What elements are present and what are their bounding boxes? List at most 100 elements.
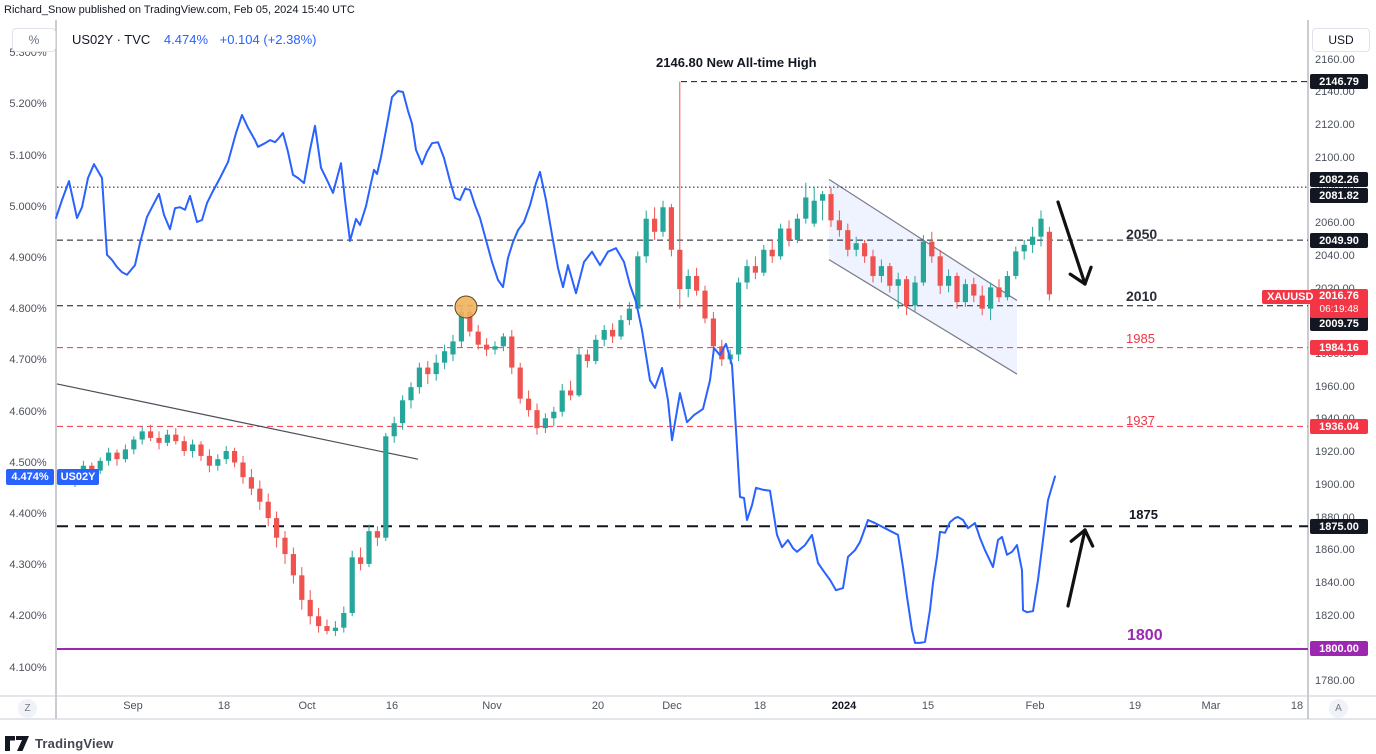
candle-body (920, 241, 926, 283)
candle-body (895, 279, 901, 286)
left-axis-unit-button[interactable]: % (12, 28, 56, 52)
left-axis-tick: 4.100% (9, 662, 47, 674)
candle-body (794, 218, 800, 240)
left-axis-tick: 5.000% (9, 201, 47, 213)
candle-body (299, 575, 305, 600)
candle-body (694, 275, 700, 291)
time-axis-tick-16: 16 (385, 700, 399, 712)
candle-body (652, 218, 658, 232)
left-axis-tick: 4.200% (9, 610, 47, 622)
time-axis-tick-Oct: Oct (298, 700, 316, 712)
right-axis-tick: 2140.00 (1315, 86, 1355, 98)
legend-symbol[interactable]: US02Y · TVC (72, 32, 151, 47)
candle-body (576, 354, 582, 396)
left-axis-tick: 5.100% (9, 150, 47, 162)
candle-body (416, 367, 422, 388)
candle-body (702, 290, 708, 319)
candle-body (89, 465, 95, 471)
right-axis-tick: 2100.00 (1315, 152, 1355, 164)
annotation-text-1800: 1800 (1127, 627, 1163, 644)
candle-body (862, 243, 868, 257)
price-level-label-1875.00: 1875.00 (1310, 519, 1368, 534)
parallel-channel-bottom-line[interactable] (828, 259, 1018, 375)
tradingview-logo-icon (5, 736, 29, 751)
candle-body (156, 437, 162, 443)
candle-body (383, 436, 389, 538)
candle-body (979, 295, 985, 309)
left-axis-tick: 4.500% (9, 457, 47, 469)
annotation-arrow-up[interactable] (1066, 528, 1095, 608)
candle-body (618, 320, 624, 337)
footer-brand[interactable]: TradingView (5, 735, 114, 752)
candle-body (366, 531, 372, 564)
candle-body (332, 627, 338, 631)
candle-body (610, 329, 616, 337)
candle-body (534, 410, 540, 429)
candle-body (584, 354, 590, 362)
candle-body (181, 441, 187, 452)
legend-last-value: 4.474% (163, 32, 208, 47)
candle-body (551, 411, 557, 419)
candle-body (97, 460, 103, 471)
arrow-head (1083, 265, 1093, 286)
candle-body (677, 249, 683, 290)
candle-body (769, 249, 775, 257)
candle-body (358, 557, 364, 564)
candle-body (139, 431, 145, 440)
candle-body (929, 241, 935, 257)
right-axis-tick: 1840.00 (1315, 577, 1355, 589)
candle-body (316, 616, 322, 627)
line-series-us02y[interactable] (55, 90, 1056, 644)
candle-body (408, 387, 414, 401)
price-level-label-2081.82: 2081.82 (1310, 188, 1368, 203)
auto-scale-button[interactable]: A (1329, 699, 1348, 718)
candle-body (685, 275, 691, 290)
publication-banner: Richard_Snow published on TradingView.co… (4, 4, 355, 16)
candle-body (106, 452, 112, 461)
candle-body (744, 266, 750, 283)
annotation-arrow-down[interactable] (1056, 200, 1093, 286)
candle-body (240, 462, 246, 478)
annotation-text-1937: 1937 (1126, 413, 1155, 428)
current-price-label: 2016.76 06:19:48 (1310, 289, 1368, 318)
annotation-text-2146-80-new-all-time-high: 2146.80 New All-time High (656, 55, 817, 70)
right-axis-tick: 1960.00 (1315, 381, 1355, 393)
candle-body (559, 390, 565, 412)
right-axis-tick: 1820.00 (1315, 610, 1355, 622)
candle-body (190, 444, 196, 452)
circle-highlight-marker[interactable] (454, 295, 478, 319)
left-axis-series-flag: US02Y (57, 469, 99, 485)
candle-body (492, 346, 498, 350)
left-axis-tick: 4.700% (9, 354, 47, 366)
arrow-head (1069, 528, 1087, 543)
candle-body (626, 308, 632, 321)
time-axis-tick-Nov: Nov (482, 700, 502, 712)
symbol-legend[interactable]: US02Y · TVC 4.474% +0.104 (+2.38%) (72, 32, 316, 47)
timezone-button[interactable]: Z (18, 699, 37, 718)
time-axis-tick-Feb: Feb (1025, 700, 1045, 712)
candle-body (223, 451, 229, 460)
right-axis-unit-button[interactable]: USD (1312, 28, 1370, 52)
candle-body (761, 249, 767, 273)
footer-brand-text: TradingView (35, 736, 114, 751)
candle-body (500, 336, 506, 347)
candle-body (324, 626, 330, 631)
right-axis-tick: 1900.00 (1315, 479, 1355, 491)
candle-body (971, 284, 977, 296)
right-axis-tick: 2120.00 (1315, 119, 1355, 131)
arrow-shaft (1056, 200, 1087, 286)
candle-body (1038, 218, 1044, 237)
candle-body (736, 282, 742, 355)
left-axis-tick: 5.200% (9, 98, 47, 110)
left-axis-tick: 4.300% (9, 559, 47, 571)
left-axis-tick: 4.600% (9, 406, 47, 418)
left-axis-current-value-label: 4.474% (6, 469, 54, 485)
candle-body (786, 228, 792, 240)
descending-trendline[interactable] (56, 383, 419, 460)
candlestick-series-xauusd[interactable] (72, 81, 1052, 636)
candle-body (904, 279, 910, 306)
candle-body (148, 431, 154, 438)
right-axis-tick: 2040.00 (1315, 250, 1355, 262)
arrow-head (1083, 528, 1095, 548)
